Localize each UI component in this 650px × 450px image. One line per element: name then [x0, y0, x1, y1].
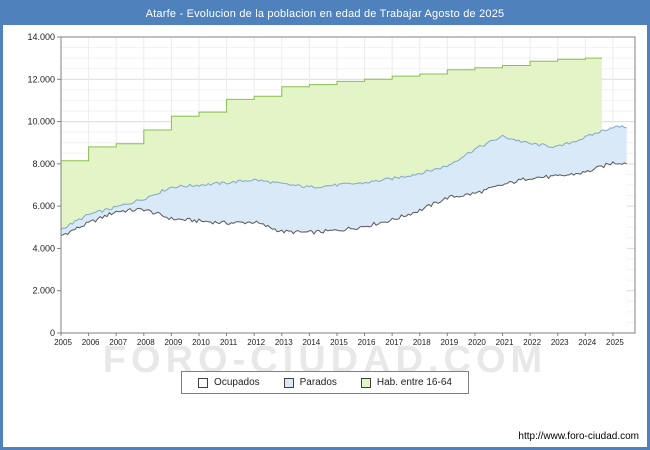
y-axis-label: 8.000: [32, 159, 55, 169]
legend-item-hab-16-64: Hab. entre 16-64: [360, 377, 452, 388]
x-axis-label: 2025: [606, 338, 624, 347]
x-axis-label: 2018: [413, 338, 431, 347]
y-axis-label: 0: [50, 328, 55, 338]
chart-title-bar: Atarfe - Evolucion de la poblacion en ed…: [3, 3, 647, 25]
axes: 0 2.000 4.000 6.000 8.000 10.000 12.000 14.000 2…: [27, 32, 636, 347]
x-axis-label: 2019: [440, 338, 458, 347]
y-axis-label: 12.000: [27, 74, 55, 84]
page-title: Atarfe - Evolucion de la poblacion en ed…: [145, 8, 505, 20]
y-axis-label: 2.000: [32, 286, 55, 296]
x-axis-label: 2015: [330, 338, 348, 347]
y-axis-label: 6.000: [32, 201, 55, 211]
x-axis-label: 2023: [551, 338, 569, 347]
series-parados-line: [60, 124, 627, 230]
legend-item-parados: Parados: [283, 377, 337, 388]
x-axis-label: 2011: [220, 338, 238, 347]
x-axis-label: 2020: [468, 338, 486, 347]
y-axis-label: 10.000: [27, 117, 55, 127]
foro-ciudad-link[interactable]: http://www.foro-ciudad.com: [518, 431, 639, 442]
x-axis-label: 2005: [54, 338, 72, 347]
x-axis-label: 2021: [496, 338, 514, 347]
x-axis-label: 2014: [302, 338, 320, 347]
legend-swatch-0: [198, 377, 209, 388]
population-chart: 0 2.000 4.000 6.000 8.000 10.000 12.000 14.000 2…: [27, 32, 636, 347]
x-axis-label: 2008: [137, 338, 155, 347]
legend-label-hab-16-64: Hab. entre 16-64: [376, 377, 452, 388]
legend-label-parados: Parados: [299, 377, 337, 388]
legend-item-ocupados: Ocupados: [198, 377, 260, 388]
y-axis-label: 4.000: [32, 243, 55, 253]
x-axis-label: 2016: [358, 338, 376, 347]
x-axis-label: 2009: [164, 338, 182, 347]
x-axis-label: 2024: [578, 338, 596, 347]
y-axis-label: 14.000: [27, 32, 55, 42]
series-ocupados-line: [60, 161, 627, 237]
legend-swatch-2: [360, 377, 371, 388]
chart-legend: Ocupados Parados Hab. entre 16-64: [181, 371, 469, 394]
x-axis-label: 2007: [109, 338, 127, 347]
x-axis-label: 2022: [523, 338, 541, 347]
legend-swatch-1: [283, 377, 294, 388]
x-axis-label: 2012: [247, 338, 265, 347]
legend-label-ocupados: Ocupados: [214, 377, 260, 388]
x-axis-label: 2010: [192, 338, 210, 347]
x-axis-label: 2017: [385, 338, 403, 347]
series-hab-16-64-line: [61, 57, 602, 162]
x-axis-label: 2006: [82, 338, 100, 347]
series-ocupados-area: [61, 161, 627, 333]
x-axis-label: 2013: [275, 338, 293, 347]
chart-area: 0 2.000 4.000 6.000 8.000 10.000 12.000 14.000 2…: [3, 25, 647, 357]
